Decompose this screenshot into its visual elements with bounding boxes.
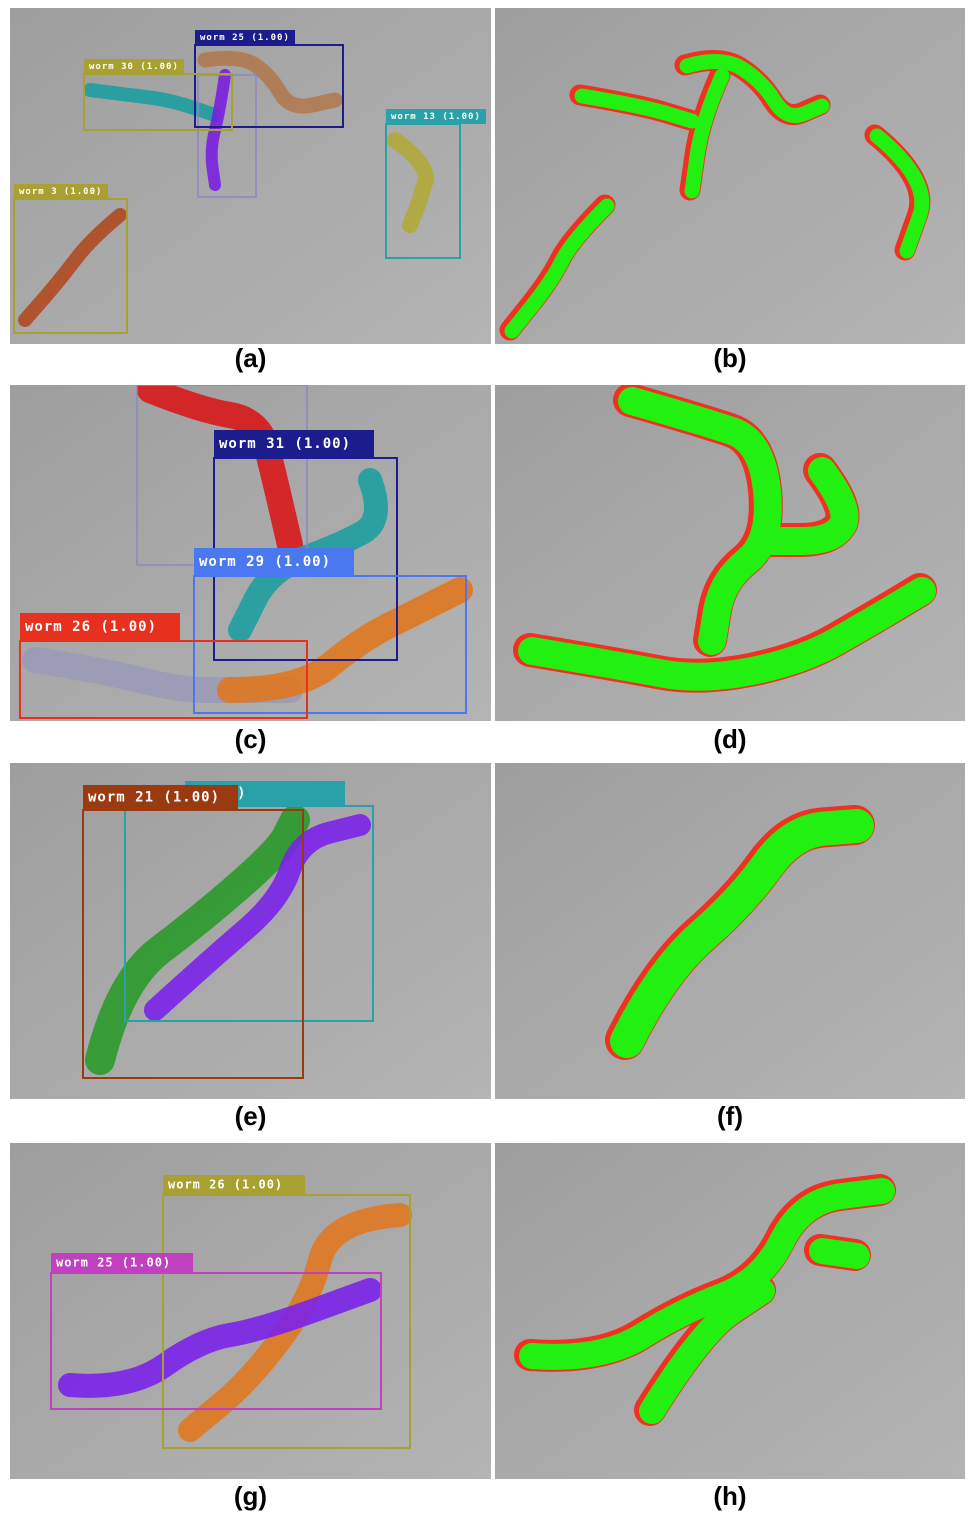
figure: worm 25 (1.00) worm 30 (1.00) worm 13 (1.0…	[0, 0, 969, 1515]
panel-caption: (c)	[235, 724, 267, 754]
panel: (1.00)worm 21 (1.00)(e)	[10, 763, 491, 1131]
panel-caption: (f)	[717, 1101, 743, 1131]
panel-caption: (e)	[235, 1101, 267, 1131]
box-label: worm 13 (1.00)	[391, 112, 481, 122]
panel: (f)	[495, 763, 965, 1131]
box-label: worm 30 (1.00)	[89, 62, 179, 72]
panel: (d)	[495, 385, 965, 754]
panel: worm 31 (1.00) worm 29 (1.00) worm 26 (1.0…	[10, 385, 491, 754]
box-label: worm 25 (1.00)	[200, 33, 290, 43]
panel: worm 26 (1.00) worm 25 (1.00) (g)	[10, 1143, 491, 1511]
panel: (b)	[495, 8, 965, 373]
worm-correct	[822, 1251, 857, 1256]
panel: (h)	[495, 1143, 965, 1511]
box-label: worm 3 (1.00)	[19, 187, 102, 197]
panel-caption: (b)	[713, 343, 746, 373]
panel-caption: (d)	[713, 724, 746, 754]
box-label: worm 21 (1.00)	[88, 790, 220, 806]
panel-caption: (g)	[234, 1481, 267, 1511]
box-label: worm 31 (1.00)	[219, 436, 351, 452]
panel: worm 25 (1.00) worm 30 (1.00) worm 13 (1.0…	[10, 8, 491, 373]
panel-caption: (h)	[713, 1481, 746, 1511]
box-label: worm 26 (1.00)	[25, 619, 157, 635]
panel-caption: (a)	[235, 343, 267, 373]
page: {"panels": [ {"caption": "(a)", "boxes":…	[0, 0, 969, 1515]
box-label: worm 25 (1.00)	[56, 1256, 171, 1270]
box-label: worm 29 (1.00)	[199, 554, 331, 570]
box-label: worm 26 (1.00)	[168, 1178, 283, 1192]
